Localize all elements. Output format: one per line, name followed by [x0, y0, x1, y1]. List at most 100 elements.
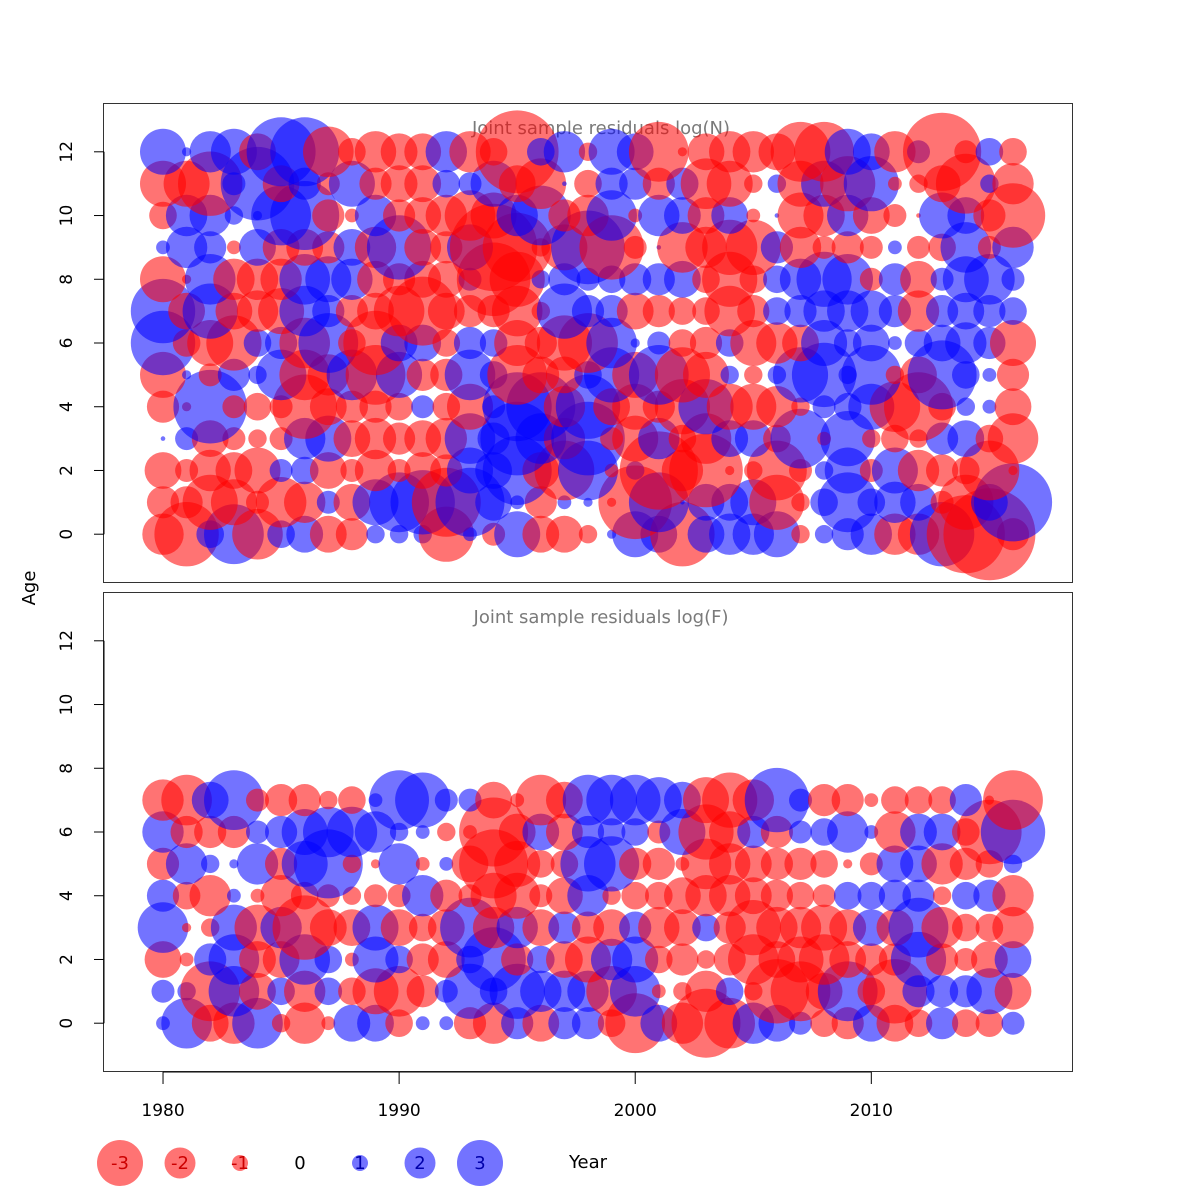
bubble-age5-year1996: [527, 850, 555, 878]
bubble-age7-year1994: [475, 781, 512, 819]
bubble-age5-year2001: [642, 847, 675, 881]
bubble-age7-year2011: [881, 786, 909, 814]
bubble-age0-year1997: [548, 1007, 581, 1040]
y-tick-label: 10: [57, 205, 77, 227]
y-tick-label: 4: [57, 890, 77, 901]
bubble-age7-year2010: [864, 793, 879, 807]
y-tick-label: 8: [57, 274, 77, 285]
bubble-age6-year2013: [923, 813, 961, 851]
bubble-age1-year2003: [685, 970, 727, 1012]
bubble-age4-year1987: [309, 388, 347, 426]
bubble-age9-year1991: [404, 229, 442, 266]
y-tick-label: 10: [57, 694, 77, 716]
legend-bubble: [404, 1147, 436, 1179]
bubble-age6-year2000: [630, 338, 640, 348]
bubble-age1-year1986: [284, 481, 326, 523]
bubble-age5-year2005: [744, 365, 763, 385]
bubble-age3-year2016: [992, 906, 1034, 949]
bubble-age4-year1996: [529, 884, 553, 908]
bubble-age11-year1992: [432, 169, 461, 198]
bubble-age5-year1988: [342, 854, 362, 874]
bubble-age10-year2016: [980, 183, 1046, 248]
bubble-age3-year1980: [160, 436, 166, 441]
bubble-age5-year2008: [810, 850, 838, 878]
bubble-age4-year1980: [146, 879, 180, 912]
bubble-age3-year1981: [182, 923, 192, 933]
legend-label: -2: [171, 1153, 189, 1174]
bubble-age7-year1997: [536, 283, 593, 339]
legend-bubble: [97, 1140, 143, 1186]
legend-item: 2: [404, 1147, 436, 1179]
bubble-age5-year1981: [165, 843, 208, 885]
bubble-age6-year1993: [453, 326, 487, 360]
bubble-age7-year2012: [904, 786, 933, 814]
bubble-age0-year1998: [578, 525, 598, 544]
bubble-age4-year1992: [430, 879, 463, 912]
bubble-age11-year2004: [706, 160, 753, 207]
bubble-age5-year2004: [720, 365, 739, 385]
bubble-age1-year2016: [994, 972, 1032, 1010]
legend-label: 1: [354, 1153, 365, 1174]
bubble-age7-year2009: [831, 784, 864, 817]
bubble-age7-year2007: [789, 788, 812, 812]
bubble-age9-year2000: [623, 235, 647, 259]
legend-label: -3: [111, 1153, 129, 1174]
bubble-age10-year2004: [711, 197, 749, 234]
y-tick-label: 0: [57, 529, 77, 540]
bubble-age4-year2005: [734, 877, 772, 915]
bubble-age3-year1997: [548, 911, 581, 944]
bubble-age5-year1993: [444, 349, 496, 401]
bubble-age11-year1991: [404, 165, 442, 203]
bubble-age7-year2014: [949, 784, 982, 817]
legend-item: 3: [457, 1140, 503, 1186]
bubble-age4-year2016: [994, 388, 1032, 426]
bubble-age1-year2013: [926, 975, 959, 1008]
x-tick-label: 2000: [614, 1101, 657, 1121]
legend-item: -3: [97, 1140, 143, 1186]
bubble-age10-year1999: [586, 190, 637, 241]
bubble-age2-year1984: [234, 447, 281, 494]
bubble-age5-year2007: [784, 847, 817, 881]
x-tick-label: 1990: [377, 1101, 420, 1121]
bubble-age0-year1991: [415, 1016, 430, 1031]
bubble-age3-year1984: [248, 429, 267, 448]
bubble-age12-year1997: [543, 131, 586, 173]
bubble-age9-year1981: [165, 226, 208, 269]
bubble-age2-year1987: [309, 452, 347, 489]
y-tick-label: 2: [57, 954, 77, 965]
bubble-age0-year2008: [814, 525, 834, 544]
bubble-age9-year2007: [779, 226, 822, 269]
y-tick-label: 6: [57, 338, 77, 349]
bubble-age2-year1995: [501, 943, 534, 976]
bubble-age6-year2011: [888, 336, 902, 350]
bubble-age7-year1993: [458, 788, 482, 812]
panel-log-n-y-axis: 0 2 4 6 8 10 12: [57, 141, 105, 540]
bubble-age2-year1985: [269, 459, 293, 482]
bubble-age5-year1991: [415, 857, 430, 871]
bubble-age0-year1987: [309, 515, 347, 553]
bubble-age0-year1989: [366, 525, 385, 544]
bubble-age7-year1998: [571, 295, 605, 328]
bubble-age2-year1990: [387, 459, 411, 482]
bubble-age0-year2008: [810, 1009, 838, 1037]
bubble-age7-year1986: [288, 784, 321, 817]
bubble-age7-year2016: [983, 770, 1043, 830]
bubble-age5-year1989: [370, 859, 381, 869]
bubble-age10-year1987: [312, 199, 345, 232]
bubble-age0-year1986: [284, 1002, 326, 1044]
bubble-age6-year2010: [852, 324, 890, 362]
y-tick-label: 4: [57, 401, 77, 412]
bubble-age7-year1987: [319, 790, 338, 810]
bubble-age4-year2007: [786, 881, 815, 910]
y-tick-label: 8: [57, 763, 77, 774]
bubble-age2-year1990: [385, 945, 413, 974]
legend-bubble: [457, 1140, 503, 1186]
bubble-age8-year1992: [427, 260, 465, 298]
bubble-age5-year1982: [201, 854, 220, 874]
bubble-age7-year1992: [434, 788, 458, 812]
legend-bubble: [164, 1147, 196, 1179]
bubble-age7-year2000: [616, 292, 654, 330]
bubble-age4-year2013: [932, 886, 952, 905]
